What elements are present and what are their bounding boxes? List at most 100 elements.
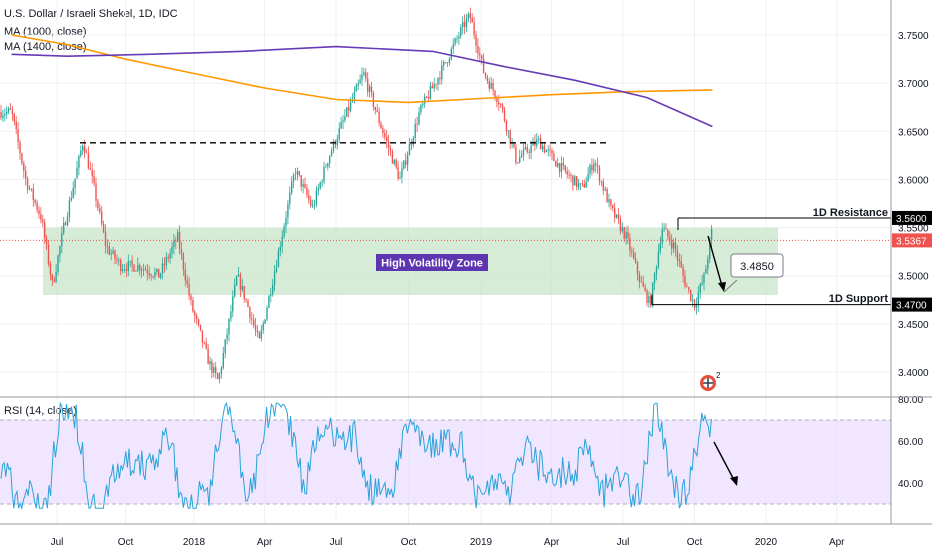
candle-body: [78, 155, 80, 168]
candle-body: [355, 85, 357, 92]
candle-body: [241, 286, 243, 290]
candle-body: [448, 58, 451, 64]
candle-body: [671, 241, 673, 249]
candle-body: [215, 367, 217, 374]
candle-body: [577, 183, 580, 187]
candle-body: [186, 280, 188, 284]
candle-body: [387, 140, 390, 149]
candle-body: [346, 107, 348, 117]
candle-body: [207, 348, 209, 365]
candle-body: [131, 260, 133, 265]
candle-body: [23, 163, 25, 172]
candle-body: [196, 315, 198, 320]
candle-body: [429, 85, 432, 99]
y-tick-label: 3.7000: [898, 79, 929, 90]
candle-body: [669, 236, 671, 242]
current-price-tag-bg: [892, 233, 932, 248]
support-label: 1D Support: [829, 293, 889, 305]
candle-body: [587, 173, 589, 182]
candle-body: [420, 104, 422, 113]
candle-body: [488, 81, 490, 89]
candle-body: [397, 167, 399, 179]
candle-body: [249, 306, 251, 319]
candle-body: [315, 190, 318, 205]
candle-body: [593, 163, 595, 171]
candle-body: [405, 160, 407, 165]
candle-body: [152, 276, 154, 277]
candle-body: [270, 294, 272, 296]
candle-body: [393, 159, 395, 164]
candle-body: [547, 149, 549, 151]
candle-body: [218, 373, 221, 380]
candle-body: [634, 258, 637, 263]
candle-body: [566, 171, 568, 175]
candle-body: [551, 150, 553, 154]
candle-body: [380, 123, 382, 129]
y-tick-label: 3.6500: [898, 127, 929, 138]
candle-body: [522, 149, 525, 156]
target-callout-box: [730, 253, 784, 278]
candle-body: [545, 150, 547, 153]
candle-body: [144, 268, 147, 271]
candle-body: [699, 284, 701, 294]
candle-body: [374, 106, 376, 111]
candle-body: [598, 167, 601, 182]
candle-body: [142, 268, 145, 271]
candle-body: [45, 237, 48, 245]
candle-body: [135, 270, 137, 272]
candle-body: [621, 227, 623, 232]
candle-body: [85, 152, 88, 154]
candle-body: [108, 246, 110, 255]
candle-body: [678, 259, 680, 261]
candle-body: [475, 34, 477, 46]
candle-body: [251, 318, 253, 320]
candle-body: [49, 263, 52, 275]
candle-body: [657, 251, 660, 267]
candle-body: [395, 159, 397, 168]
candle-body: [102, 223, 105, 232]
candle-body: [330, 150, 333, 156]
chart-title: U.S. Dollar / Israeli Shekel, 1D, IDC: [4, 8, 178, 20]
candle-body: [342, 120, 344, 123]
candle-body: [665, 228, 667, 230]
resistance-label: 1D Resistance: [813, 207, 888, 219]
candle-body: [256, 330, 259, 333]
candle-body: [501, 104, 504, 110]
candle-body: [6, 111, 8, 115]
candle-body: [51, 274, 53, 280]
candle-body: [30, 188, 33, 190]
candle-body: [648, 296, 650, 303]
candle-body: [608, 199, 610, 203]
candle-body: [140, 270, 143, 271]
support-price-tag: 3.4700: [896, 301, 927, 312]
candle-body: [17, 129, 19, 143]
x-tick-label: Jul: [330, 537, 343, 548]
candle-body: [462, 21, 464, 28]
candle-body: [509, 130, 511, 144]
y-tick-label: 3.4000: [898, 368, 929, 379]
candle-body: [123, 269, 126, 270]
candle-body: [203, 342, 205, 344]
candle-body: [89, 168, 91, 170]
candle-body: [110, 253, 112, 255]
candle-body: [378, 111, 380, 124]
candle-body: [137, 264, 139, 271]
candle-body: [306, 187, 308, 196]
candle-body: [644, 286, 646, 291]
candle-body: [640, 281, 642, 283]
candle-body: [431, 85, 433, 89]
candle-body: [443, 62, 445, 66]
candle-body: [95, 183, 97, 201]
candle-body: [272, 284, 274, 295]
candle-body: [663, 228, 665, 230]
candle-body: [707, 259, 709, 269]
candle-body: [661, 229, 663, 244]
candle-body: [672, 242, 675, 249]
candle-body: [450, 48, 452, 59]
candle-body: [338, 128, 340, 140]
candle-body: [289, 192, 291, 204]
candle-body: [604, 189, 606, 191]
candle-body: [213, 367, 215, 373]
candle-body: [446, 62, 449, 64]
